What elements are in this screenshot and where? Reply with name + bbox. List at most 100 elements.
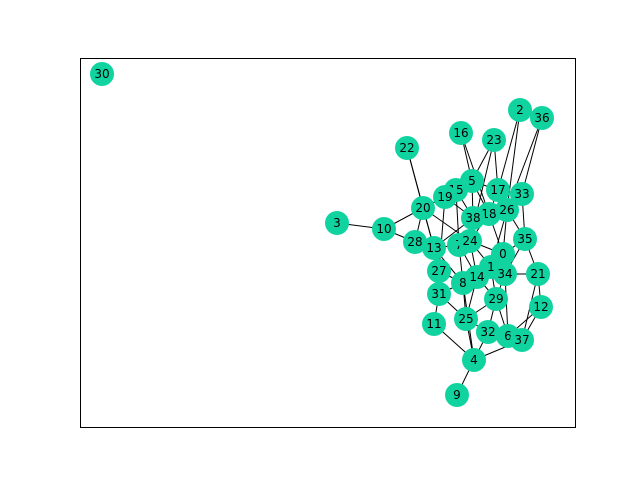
node-circle-27 [427,259,451,283]
node-4: 4 [462,348,486,372]
node-28: 28 [403,230,427,254]
node-circle-14 [465,265,489,289]
node-label-9: 9 [453,388,461,402]
node-label-28: 28 [407,235,422,249]
node-circle-10 [372,217,396,241]
node-label-24: 24 [462,234,477,248]
node-label-14: 14 [469,270,484,284]
node-circle-33 [510,182,534,206]
node-circle-36 [530,106,554,130]
node-29: 29 [484,287,508,311]
node-25: 25 [454,307,478,331]
node-9: 9 [445,383,469,407]
node-label-5: 5 [468,174,476,188]
node-circle-38 [461,206,485,230]
node-label-4: 4 [470,353,478,367]
node-circle-4 [462,348,486,372]
node-label-30: 30 [94,67,109,81]
node-11: 11 [422,312,446,336]
node-33: 33 [510,182,534,206]
node-label-38: 38 [465,211,480,225]
node-circle-20 [411,196,435,220]
node-circle-21 [526,262,550,286]
node-23: 23 [482,128,506,152]
edge-36-33 [521,117,543,195]
node-22: 22 [395,136,419,160]
edge-2-17 [497,109,521,191]
node-circle-29 [484,287,508,311]
node-label-18: 18 [481,207,496,221]
node-circle-16 [449,121,473,145]
node-circle-24 [458,229,482,253]
node-34: 34 [493,262,517,286]
node-label-32: 32 [480,325,495,339]
node-circle-3 [325,211,349,235]
node-label-21: 21 [530,267,545,281]
node-circle-13 [422,236,446,260]
node-20: 20 [411,196,435,220]
node-label-26: 26 [499,203,514,217]
node-label-25: 25 [458,312,473,326]
node-label-36: 36 [534,111,549,125]
node-label-33: 33 [514,187,529,201]
node-37: 37 [510,328,534,352]
node-circle-32 [476,320,500,344]
plot-frame [80,58,576,428]
nodes-layer: 0123456789101112131415161718192021222324… [90,62,554,407]
node-label-16: 16 [453,126,468,140]
node-label-31: 31 [431,287,446,301]
node-label-1: 1 [487,260,495,274]
node-circle-11 [422,312,446,336]
node-circle-28 [403,230,427,254]
node-circle-31 [427,282,451,306]
node-label-22: 22 [399,141,414,155]
node-circle-25 [454,307,478,331]
node-label-37: 37 [514,333,529,347]
node-label-11: 11 [426,317,441,331]
node-12: 12 [529,295,553,319]
node-label-23: 23 [486,133,501,147]
node-circle-35 [513,227,537,251]
node-label-17: 17 [490,183,505,197]
node-38: 38 [461,206,485,230]
node-19: 19 [433,185,457,209]
node-26: 26 [495,198,519,222]
node-label-2: 2 [516,103,524,117]
node-circle-2 [508,98,532,122]
node-label-3: 3 [333,216,341,230]
node-circle-34 [493,262,517,286]
node-2: 2 [508,98,532,122]
node-13: 13 [422,236,446,260]
node-14: 14 [465,265,489,289]
node-36: 36 [530,106,554,130]
node-35: 35 [513,227,537,251]
node-circle-22 [395,136,419,160]
node-circle-30 [90,62,114,86]
node-10: 10 [372,217,396,241]
node-16: 16 [449,121,473,145]
node-label-0: 0 [499,247,507,261]
edge-19-27 [438,196,446,272]
node-circle-23 [482,128,506,152]
node-31: 31 [427,282,451,306]
node-17: 17 [486,178,510,202]
node-label-6: 6 [504,329,512,343]
node-24: 24 [458,229,482,253]
node-label-27: 27 [431,264,446,278]
node-21: 21 [526,262,550,286]
node-circle-37 [510,328,534,352]
node-circle-17 [486,178,510,202]
node-3: 3 [325,211,349,235]
node-circle-19 [433,185,457,209]
node-32: 32 [476,320,500,344]
node-27: 27 [427,259,451,283]
node-label-12: 12 [533,300,548,314]
node-label-35: 35 [517,232,532,246]
node-label-34: 34 [497,267,512,281]
node-label-10: 10 [376,222,391,236]
node-circle-12 [529,295,553,319]
node-label-20: 20 [415,201,430,215]
node-circle-26 [495,198,519,222]
node-circle-9 [445,383,469,407]
